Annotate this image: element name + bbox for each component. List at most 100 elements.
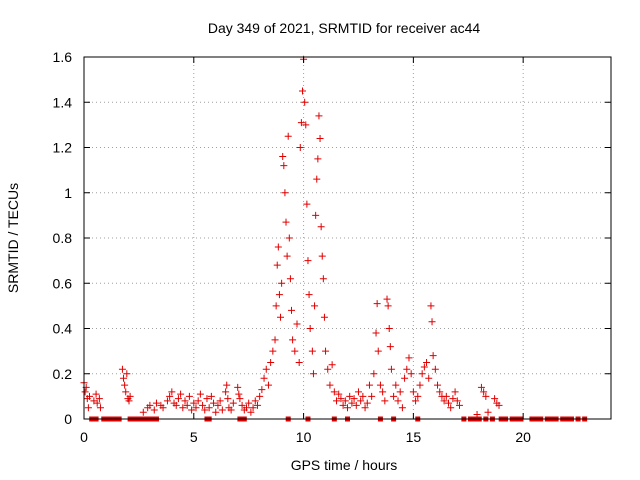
data-point <box>365 381 373 389</box>
data-point <box>201 406 209 414</box>
data-point <box>374 347 382 355</box>
data-point <box>242 404 250 412</box>
data-point <box>416 381 424 389</box>
data-point <box>409 388 417 396</box>
data-point <box>313 175 321 183</box>
data-point <box>93 399 101 407</box>
data-point <box>282 218 290 226</box>
data-point <box>121 381 129 389</box>
data-point <box>196 390 204 398</box>
data-point <box>118 365 126 373</box>
data-point <box>318 252 326 260</box>
data-point <box>277 313 285 321</box>
data-point <box>445 399 453 407</box>
data-point <box>379 388 387 396</box>
data-point <box>333 397 341 405</box>
data-point <box>267 358 275 366</box>
y-tick-label: 0.2 <box>53 366 73 382</box>
data-point <box>258 386 266 394</box>
plot-frame <box>83 56 612 420</box>
data-point <box>269 347 277 355</box>
data-point <box>495 401 503 409</box>
grid-lines <box>84 57 611 419</box>
data-point <box>484 408 492 416</box>
y-tick-label: 1.6 <box>53 49 73 65</box>
data-point <box>253 401 261 409</box>
data-points <box>80 55 588 422</box>
data-point <box>280 162 288 170</box>
data-point <box>96 404 104 412</box>
data-point <box>309 370 317 378</box>
data-point <box>264 381 272 389</box>
data-point <box>420 363 428 371</box>
data-point <box>453 397 461 405</box>
data-point <box>341 397 349 405</box>
data-point <box>316 134 324 142</box>
data-point <box>352 401 360 409</box>
data-point <box>477 383 485 391</box>
data-point <box>279 153 287 161</box>
data-point <box>423 358 431 366</box>
data-point <box>159 404 167 412</box>
data-point <box>190 399 198 407</box>
data-point <box>319 275 327 283</box>
data-point <box>304 257 312 265</box>
data-point <box>84 404 92 412</box>
data-point <box>315 112 323 120</box>
y-axis-label: SRMTID / TECUs <box>5 183 21 293</box>
data-point <box>199 401 207 409</box>
data-point <box>320 313 328 321</box>
data-point <box>303 200 311 208</box>
data-point <box>272 302 280 310</box>
data-point <box>122 388 130 396</box>
data-point <box>449 395 457 403</box>
data-point <box>284 132 292 140</box>
data-point <box>308 347 316 355</box>
data-point <box>218 406 226 414</box>
data-point <box>412 397 420 405</box>
data-point <box>376 381 384 389</box>
data-point <box>177 390 185 398</box>
data-point <box>383 295 391 303</box>
x-tick-label: 0 <box>80 429 88 445</box>
data-point <box>245 399 253 407</box>
data-point <box>312 211 320 219</box>
data-point <box>429 352 437 360</box>
y-tick-label: 1.4 <box>53 94 73 110</box>
data-point <box>179 404 187 412</box>
data-point <box>491 395 499 403</box>
data-point <box>480 388 488 396</box>
data-point <box>440 397 448 405</box>
data-point <box>278 279 286 287</box>
data-point <box>330 388 338 396</box>
data-point <box>234 383 242 391</box>
data-point <box>168 388 176 396</box>
data-point <box>370 370 378 378</box>
data-point <box>286 275 294 283</box>
data-point <box>414 392 422 400</box>
y-tick-label: 0.4 <box>53 321 73 337</box>
data-point <box>194 397 202 405</box>
data-point <box>455 401 463 409</box>
data-point <box>298 87 306 95</box>
data-point <box>205 404 213 412</box>
data-point <box>229 399 237 407</box>
data-point <box>207 392 215 400</box>
data-point <box>183 401 191 409</box>
data-point <box>123 370 131 378</box>
y-tick-label: 1.2 <box>53 140 73 156</box>
data-point <box>311 302 319 310</box>
data-point <box>339 401 347 409</box>
data-point <box>346 392 354 400</box>
data-point <box>405 354 413 362</box>
y-tick-label: 0.8 <box>53 230 73 246</box>
data-point <box>418 370 426 378</box>
data-point <box>359 392 367 400</box>
x-tick-label: 20 <box>515 429 531 445</box>
data-point <box>403 365 411 373</box>
data-point <box>222 388 230 396</box>
data-point <box>283 252 291 260</box>
data-point <box>203 395 211 403</box>
data-point <box>249 404 257 412</box>
